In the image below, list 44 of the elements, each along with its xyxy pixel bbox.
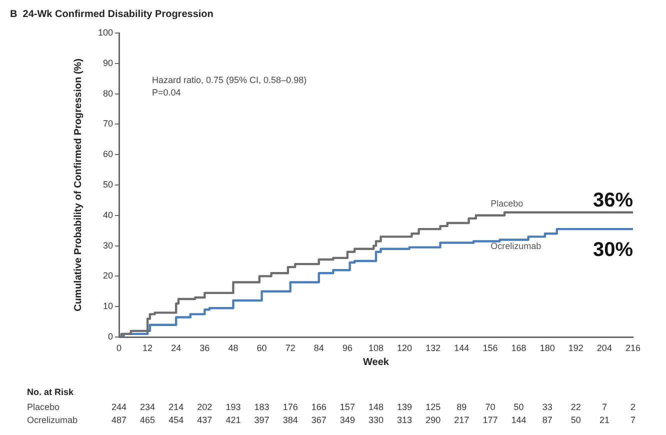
chart-title: B 24-Wk Confirmed Disability Progression (10, 9, 214, 20)
y-axis-title: Cumulative Probability of Confirmed Progression (%) (72, 58, 84, 312)
y-tick-label: 40 (102, 210, 113, 220)
series-label: Placebo (490, 198, 524, 208)
series-label: Ocrelizumab (490, 241, 542, 252)
x-tick-label: 132 (426, 342, 441, 353)
x-tick-label: 0 (116, 342, 122, 353)
y-tick-label: 90 (102, 58, 113, 68)
y-tick-label: 20 (102, 270, 113, 281)
text: No. at Risk (27, 387, 75, 397)
x-tick-label: 204 (596, 342, 612, 353)
x-tick-label: 192 (568, 342, 584, 353)
x-tick-label: 108 (368, 342, 384, 353)
text: Ocrelizumab (27, 415, 78, 425)
x-tick-label: 60 (256, 342, 267, 353)
x-tick-label: 72 (285, 342, 296, 353)
x-tick-label: 120 (397, 342, 412, 353)
y-tick-label: 30 (102, 240, 113, 250)
x-tick-label: 156 (482, 342, 498, 353)
x-tick-label: 96 (342, 342, 352, 353)
y-tick-label: 70 (102, 118, 113, 129)
x-tick-label: 48 (228, 342, 238, 353)
annotation: 30% (592, 239, 634, 262)
text: 487 465 454 437 421 397 384 367 349 330 313 290 217 177 144 87 50 21 7 (111, 415, 636, 425)
y-tick-label: 10 (102, 301, 113, 312)
y-tick-label: 100 (98, 27, 113, 38)
y-tick-label: 0 (108, 331, 113, 342)
x-axis-title: Week (363, 356, 390, 368)
x-tick-label: 180 (540, 342, 555, 353)
x-tick-label: 216 (625, 342, 641, 353)
x-tick-label: 36 (200, 342, 210, 353)
x-tick-label: 12 (142, 342, 153, 353)
annotation: Hazard ratio, 0.75 (95% CI, 0.58–0.98) (152, 75, 307, 86)
y-tick-label: 60 (102, 149, 113, 160)
x-tick-label: 168 (511, 342, 526, 353)
text: Placebo (27, 402, 60, 412)
y-tick-label: 50 (102, 179, 113, 190)
annotation: 36% (592, 189, 634, 212)
text: 244 234 214 202 193 183 176 166 157 148 139 125 89 70 50 33 22 7 2 (111, 402, 636, 412)
annotation: P=0.04 (152, 87, 181, 98)
y-tick-label: 80 (102, 88, 113, 98)
x-tick-label: 24 (171, 342, 182, 353)
x-tick-label: 84 (314, 342, 324, 353)
x-tick-label: 144 (454, 342, 470, 353)
